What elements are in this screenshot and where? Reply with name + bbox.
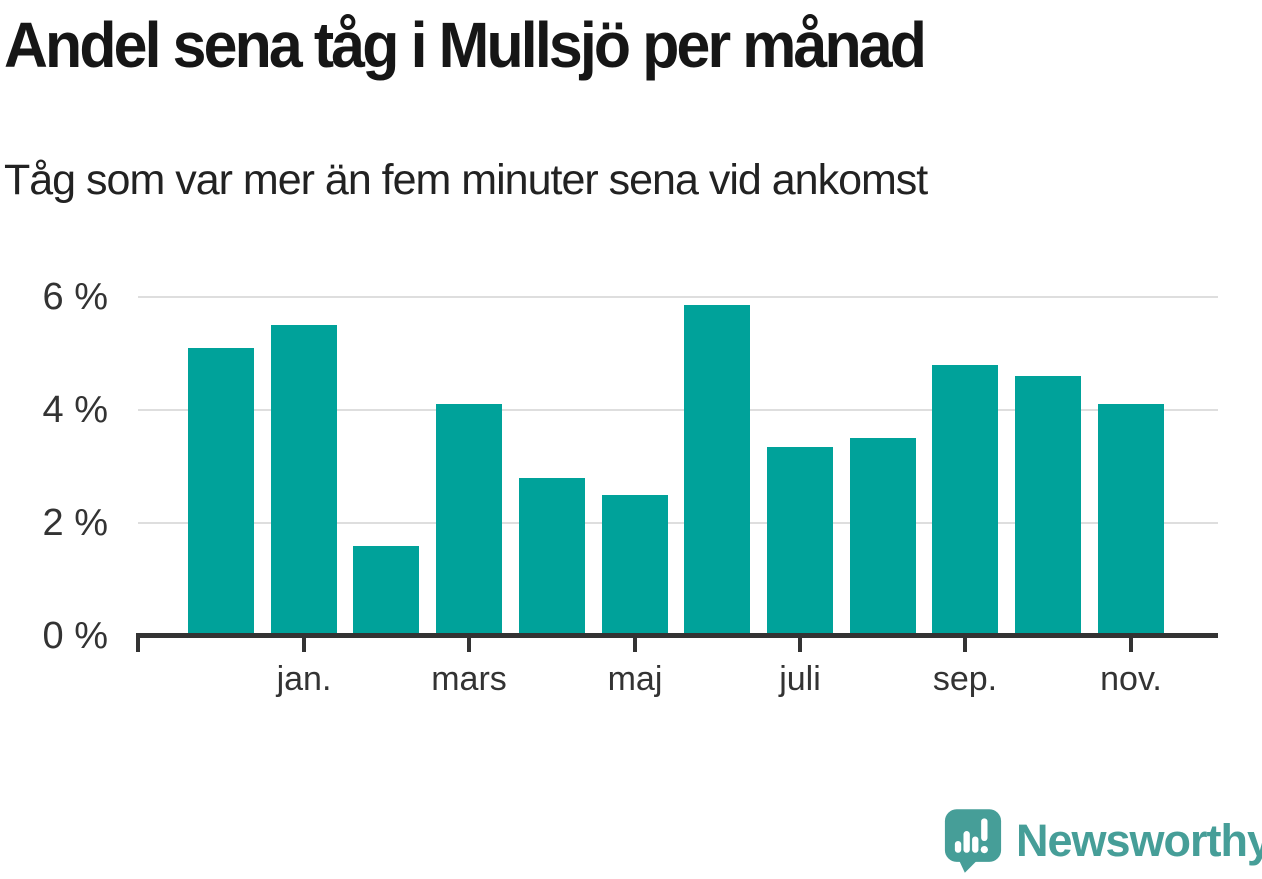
x-tick-label-sep: sep. [932,660,998,698]
x-tick-label-jan: jan. [276,660,332,698]
bar-maj [602,495,668,633]
x-tick-jan. [302,638,306,652]
bar-month-11 [1015,376,1081,633]
bar-mars [436,404,502,633]
chart-title: Andel sena tåg i Mullsjö per månad [4,9,927,81]
gridline-2 [138,522,1218,524]
y-tick-label-0: 0 % [42,615,108,657]
x-axis-line [136,633,1218,638]
brand-logo: Newsworthy [944,808,1262,874]
y-tick-label-2: 2 % [42,502,108,544]
axis-origin-tick [136,638,140,652]
gridline-4 [138,409,1218,411]
newsworthy-logo-icon [944,809,1002,873]
bar-month-9 [850,438,916,633]
x-tick-sep. [963,638,967,652]
x-tick-juli [798,638,802,652]
y-tick-label-6: 6 % [42,276,108,318]
bar-nov. [1098,404,1164,633]
y-tick-label-4: 4 % [42,389,108,431]
bar-month-3 [353,546,419,633]
x-tick-mars [467,638,471,652]
chart-subtitle: Tåg som var mer än fem minuter sena vid … [4,156,928,204]
x-tick-nov. [1129,638,1133,652]
x-tick-label-nov: nov. [1100,660,1162,698]
x-tick-label-maj: maj [607,660,663,698]
x-tick-label-mars: mars [431,660,507,698]
bar-juli [767,447,833,633]
bar-month-7 [684,305,750,633]
bar-jan. [271,325,337,633]
bar-sep. [932,365,998,633]
bar-month-1 [188,348,254,633]
bar-month-5 [519,478,585,633]
x-tick-maj [633,638,637,652]
brand-name: Newsworthy [1016,815,1262,866]
gridline-6 [138,296,1218,298]
x-tick-label-juli: juli [779,660,821,698]
